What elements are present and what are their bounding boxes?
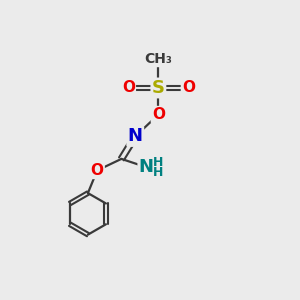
Text: H: H: [153, 156, 164, 169]
Text: N: N: [128, 128, 143, 146]
Text: H: H: [153, 166, 164, 179]
Text: N: N: [139, 158, 154, 176]
Text: O: O: [122, 80, 135, 95]
Text: S: S: [152, 79, 165, 97]
Text: CH₃: CH₃: [144, 52, 172, 66]
Text: O: O: [152, 107, 165, 122]
Text: O: O: [182, 80, 195, 95]
Text: O: O: [91, 163, 104, 178]
